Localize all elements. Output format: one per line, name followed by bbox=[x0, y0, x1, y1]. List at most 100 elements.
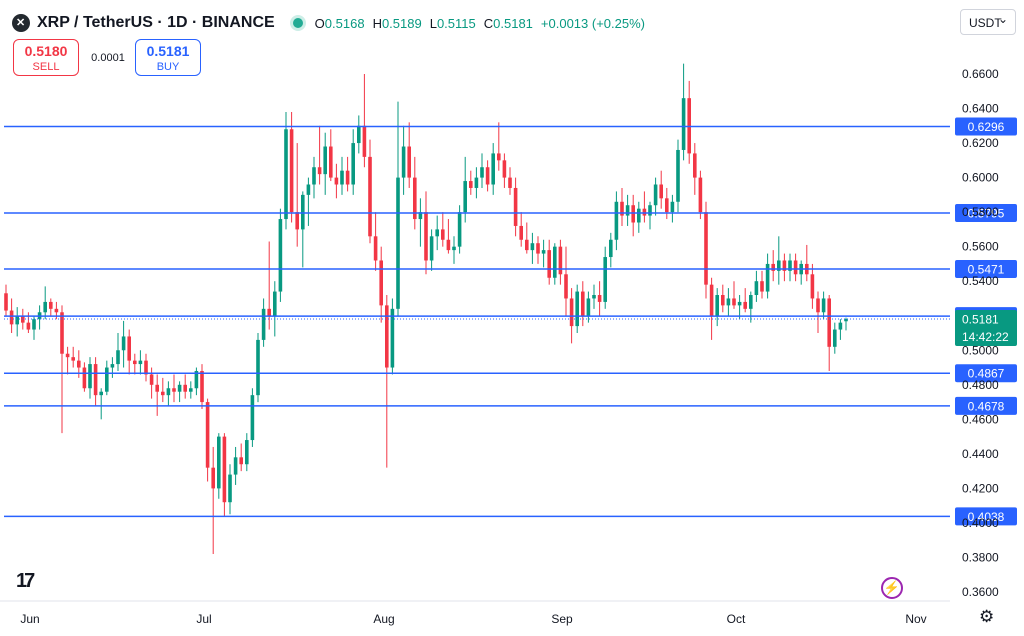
candle bbox=[93, 357, 98, 406]
candle bbox=[726, 288, 731, 316]
candle bbox=[4, 284, 8, 316]
currency-selector[interactable]: USDT bbox=[960, 6, 1016, 35]
buy-label: BUY bbox=[156, 61, 180, 73]
tradingview-logo-icon[interactable]: 17 bbox=[16, 570, 35, 592]
candle bbox=[446, 219, 451, 254]
candle-body bbox=[519, 225, 523, 240]
price-tick-label: 0.4800 bbox=[962, 378, 999, 392]
price-axis[interactable]: 0.6600 0.6400 0.6200 0.6000 0.5800 0.5600 0.54… bbox=[4, 67, 1017, 599]
time-axis[interactable]: Jun Jul Aug Sep Oct Nov bbox=[0, 600, 950, 626]
candle bbox=[670, 194, 675, 223]
settings-gear-icon[interactable]: ⚙ bbox=[979, 607, 995, 626]
candle-body bbox=[401, 146, 406, 178]
candle-body bbox=[457, 212, 462, 247]
candle-body bbox=[362, 125, 367, 157]
candle-body bbox=[609, 239, 613, 258]
candle bbox=[200, 364, 204, 409]
candle bbox=[581, 281, 585, 327]
ohlc-high: H0.5189 bbox=[372, 15, 422, 31]
candle bbox=[721, 284, 725, 313]
price-tick-label: 0.4400 bbox=[962, 447, 999, 461]
candle-body bbox=[340, 170, 344, 185]
candle bbox=[435, 215, 439, 251]
horizontal-level[interactable]: 0.4038 bbox=[4, 507, 1017, 526]
candle-body bbox=[211, 467, 215, 489]
price-tick-label: 0.5000 bbox=[962, 343, 999, 357]
candle bbox=[88, 357, 92, 399]
candle-body bbox=[233, 457, 238, 475]
horizontal-level[interactable]: 0.5471 bbox=[4, 259, 1017, 278]
candle-body bbox=[273, 291, 277, 316]
candle bbox=[357, 115, 361, 154]
candle-body bbox=[149, 374, 154, 385]
price-tick-label: 0.3800 bbox=[962, 550, 999, 564]
buy-button[interactable]: 0.5181 BUY bbox=[135, 39, 201, 76]
horizontal-level[interactable]: 0.5198 bbox=[4, 307, 1017, 326]
candle-body bbox=[323, 146, 327, 175]
candle bbox=[536, 236, 540, 264]
candle bbox=[71, 346, 75, 368]
level-tag-label: 0.6296 bbox=[968, 120, 1005, 134]
candle bbox=[295, 143, 299, 247]
horizontal-level[interactable]: 0.4867 bbox=[4, 364, 1017, 383]
candle-body bbox=[485, 167, 490, 185]
time-tick-label: Jun bbox=[20, 612, 39, 626]
candle bbox=[166, 381, 171, 406]
horizontal-levels-layer[interactable]: 0.6296 0.5795 0.5471 0.5198 0.4867 0.4678 0.40… bbox=[4, 117, 1017, 526]
level-tag bbox=[955, 507, 1017, 526]
horizontal-level[interactable]: 0.6296 bbox=[4, 117, 1017, 136]
candle-body bbox=[513, 187, 518, 226]
candle bbox=[821, 291, 826, 320]
candle-body bbox=[497, 153, 501, 161]
price-tick-label: 0.5600 bbox=[962, 240, 999, 254]
candle bbox=[687, 80, 691, 164]
level-tag-label: 0.4678 bbox=[968, 399, 1005, 413]
candle bbox=[709, 277, 714, 340]
horizontal-level[interactable]: 0.5795 bbox=[4, 203, 1017, 222]
symbol-title[interactable]: XRP / TetherUS · 1D · BINANCE bbox=[37, 14, 275, 31]
flash-icon[interactable]: ⚡ bbox=[881, 577, 903, 599]
market-status-icon[interactable] bbox=[292, 18, 303, 28]
candle bbox=[698, 170, 703, 220]
candle bbox=[116, 333, 120, 371]
candle-body bbox=[217, 436, 221, 489]
candle bbox=[127, 329, 131, 375]
candle bbox=[250, 388, 255, 447]
candle bbox=[765, 253, 770, 299]
time-tick-label: Oct bbox=[727, 612, 746, 626]
candle bbox=[816, 291, 820, 333]
candle bbox=[452, 236, 456, 264]
candle-body bbox=[133, 360, 137, 365]
candle-body bbox=[379, 260, 383, 306]
candle-body bbox=[200, 370, 204, 403]
candle-body bbox=[558, 246, 563, 275]
candle-body bbox=[396, 177, 400, 309]
horizontal-level[interactable]: 0.4678 bbox=[4, 396, 1017, 415]
candle-body bbox=[49, 301, 53, 309]
candle-body bbox=[681, 98, 686, 150]
candle bbox=[659, 170, 663, 209]
candle bbox=[844, 317, 848, 331]
candle-body bbox=[60, 312, 64, 354]
candle bbox=[312, 156, 316, 199]
candle bbox=[463, 156, 467, 223]
candle-body bbox=[670, 201, 675, 213]
candle-body bbox=[474, 177, 479, 188]
candle-body bbox=[782, 260, 787, 271]
candle bbox=[508, 167, 512, 195]
candle bbox=[810, 263, 815, 309]
candle bbox=[205, 398, 210, 482]
candle-body bbox=[693, 153, 697, 178]
sell-button[interactable]: 0.5180 SELL bbox=[13, 39, 79, 76]
candle-body bbox=[390, 308, 395, 368]
candle-body bbox=[441, 229, 445, 240]
candle-body bbox=[329, 146, 333, 178]
candle bbox=[788, 253, 792, 282]
candle bbox=[525, 222, 529, 254]
candle-body bbox=[43, 301, 47, 313]
candle bbox=[715, 288, 719, 327]
candle-body bbox=[121, 336, 126, 351]
candle-body bbox=[183, 384, 187, 392]
candle-body bbox=[289, 129, 294, 213]
